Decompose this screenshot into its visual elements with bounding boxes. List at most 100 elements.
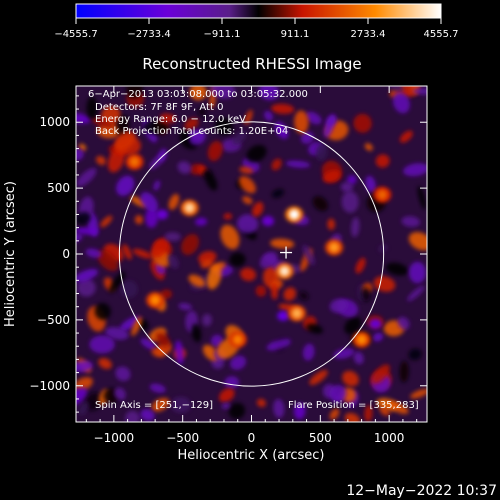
- ripple-blob: [178, 302, 192, 311]
- ripple-blob: [353, 113, 372, 133]
- ripple-blob: [408, 232, 427, 251]
- ripple-blob: [140, 338, 156, 350]
- ripple-blob: [132, 248, 153, 259]
- y-axis-label: Heliocentric Y (arcsec): [3, 181, 18, 327]
- ripple-blob: [76, 227, 98, 235]
- ripple-blob: [410, 388, 427, 399]
- ripple-blob: [105, 327, 129, 340]
- ripple-blob: [246, 144, 267, 163]
- ripple-blob: [228, 402, 246, 420]
- ripple-blob: [399, 130, 413, 143]
- ripple-blob: [271, 103, 295, 114]
- ripple-blob: [344, 317, 362, 335]
- ripple-blob: [399, 360, 409, 383]
- ripple-blob: [177, 161, 192, 174]
- bright-source: [232, 334, 243, 345]
- ripple-blob: [143, 121, 169, 135]
- ripple-blob: [379, 407, 390, 416]
- colorbar-tick-label: 4555.7: [424, 29, 459, 40]
- ripple-blob: [375, 154, 390, 168]
- ripple-blob: [197, 107, 207, 117]
- ripple-blob: [76, 233, 83, 242]
- x-tick-label: 0: [248, 431, 256, 445]
- ripple-blob: [202, 344, 219, 361]
- ripple-blob: [365, 175, 376, 193]
- ripple-blob: [151, 397, 170, 412]
- ripple-blob: [206, 265, 222, 290]
- ripple-blob: [407, 285, 425, 302]
- ripple-blob: [164, 232, 181, 242]
- chart-title: Reconstructed RHESSI Image: [142, 55, 361, 73]
- ripple-blob: [188, 274, 206, 287]
- ripple-blob: [347, 175, 357, 185]
- bright-source: [289, 209, 300, 220]
- ripple-blob: [184, 117, 199, 130]
- ripple-blob: [119, 316, 141, 331]
- y-axis: −1000 −500 0 500 1000: [29, 95, 427, 413]
- ripple-blob: [181, 234, 200, 255]
- annotation-total-counts: Total counts: 1.20E+04: [171, 126, 288, 137]
- annotation-time-range: 6−Apr−2013 03:03:08.000 to 03:05:32.000: [88, 89, 308, 100]
- ripple-blob: [285, 160, 311, 168]
- bright-source: [356, 334, 367, 345]
- ripple-blob: [364, 405, 373, 422]
- ripple-blob: [76, 360, 93, 373]
- ripple-blob: [252, 201, 264, 217]
- ripple-blob: [266, 338, 291, 351]
- ripple-blob: [270, 238, 295, 249]
- ripple-blob: [170, 396, 191, 413]
- ripple-blob: [329, 408, 340, 420]
- ripple-blob: [76, 268, 99, 282]
- colorbar: −4555.7 −2733.4 −911.1 911.1 2733.4 4555.7: [54, 3, 459, 40]
- ripple-blob: [200, 259, 213, 269]
- y-tick-label: −500: [37, 313, 70, 327]
- ripple-blob: [372, 332, 384, 342]
- x-tick-label: 1000: [374, 431, 405, 445]
- x-tick-label: 500: [309, 431, 332, 445]
- ripple-blob: [300, 131, 314, 144]
- ripple-blob: [114, 131, 136, 151]
- ripple-blob: [239, 176, 256, 194]
- ripple-blob: [340, 182, 353, 193]
- ripple-blob: [258, 86, 280, 101]
- ripple-blob: [229, 252, 246, 267]
- x-tick-label: −1000: [94, 431, 135, 445]
- ripple-blob: [403, 163, 427, 177]
- bright-source: [150, 295, 161, 306]
- ripple-blob: [94, 302, 111, 320]
- ripple-blob: [255, 285, 267, 297]
- heatmap-image: [76, 86, 427, 422]
- y-tick-label: 0: [62, 247, 70, 261]
- ripple-blob: [214, 117, 234, 136]
- ripple-blob: [86, 96, 98, 120]
- ripple-blob: [388, 401, 409, 414]
- ripple-blob: [417, 185, 427, 210]
- ripple-blob: [205, 172, 218, 191]
- colorbar-tick-label: −4555.7: [54, 29, 97, 40]
- bright-source: [129, 156, 140, 167]
- negative-source: [369, 318, 382, 329]
- ripple-blob: [283, 287, 297, 301]
- flare-position-label: Flare Position = [335,283]: [288, 400, 419, 411]
- annotation-energy-range: Energy Range: 6.0 − 12.0 keV: [95, 114, 246, 125]
- ripple-blob: [140, 408, 155, 422]
- ripple-blob: [364, 143, 373, 151]
- ripple-blob: [78, 401, 89, 416]
- ripple-blob: [230, 355, 247, 370]
- ripple-blob: [89, 335, 115, 354]
- ripple-blob: [153, 180, 161, 191]
- ripple-blob: [85, 248, 102, 258]
- ripple-blob: [327, 218, 336, 230]
- ripple-blob: [322, 170, 341, 183]
- ripple-blob: [312, 196, 328, 212]
- ripple-blob: [76, 112, 91, 124]
- ripple-blob: [306, 323, 323, 334]
- ripple-blob: [315, 143, 328, 161]
- ripple-blob: [126, 86, 144, 99]
- colorbar-gradient: [75, 3, 442, 19]
- x-axis: −1000 −500 0 500 1000: [85, 86, 418, 445]
- ripple-blob: [140, 192, 159, 212]
- ripple-blob: [77, 278, 96, 297]
- ripple-blob: [371, 364, 390, 384]
